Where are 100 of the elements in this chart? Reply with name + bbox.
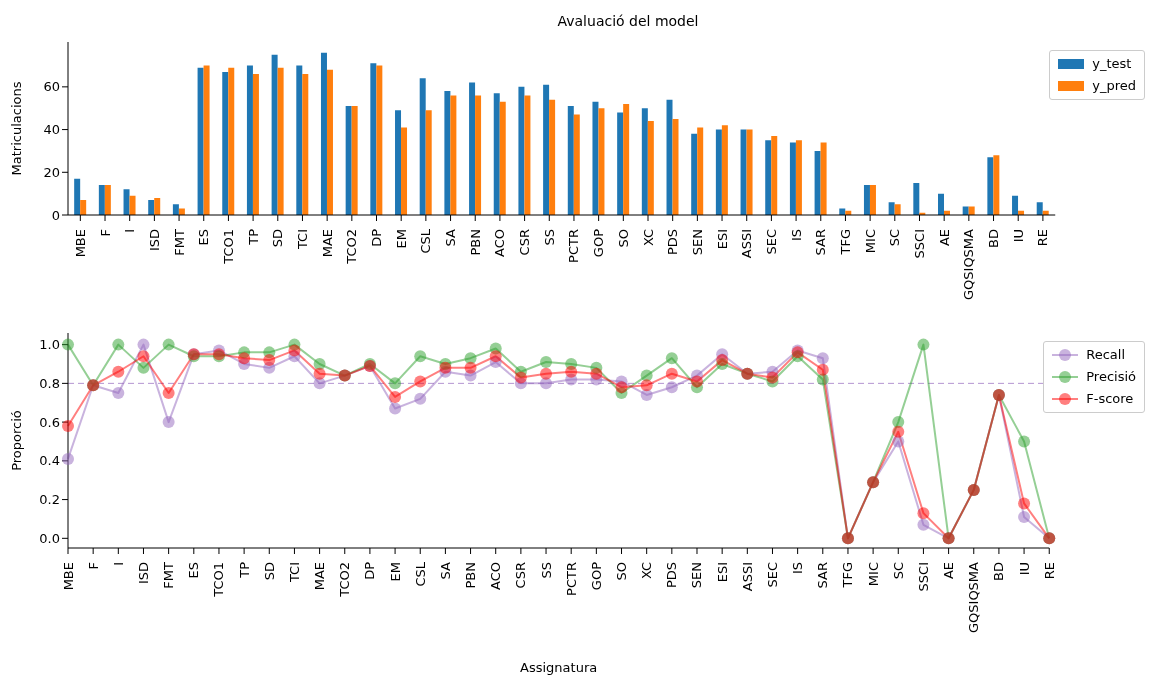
point xyxy=(590,367,603,380)
y-tick-label: 0.8 xyxy=(39,375,60,391)
x-tick-label: PDS xyxy=(664,562,680,589)
x-tick-label: RE xyxy=(1041,562,1057,580)
bar xyxy=(573,114,580,215)
point xyxy=(1018,497,1031,510)
bar xyxy=(98,185,105,215)
x-tick-label: SSCI xyxy=(911,229,927,259)
x-tick-label: TFG xyxy=(837,229,853,256)
x-tick-label: PDS xyxy=(665,229,681,256)
x-tick-label: IS xyxy=(790,562,806,575)
point xyxy=(389,377,402,390)
y-axis-title: Matriculacions xyxy=(8,81,24,176)
point xyxy=(766,371,779,384)
bar xyxy=(789,142,796,215)
x-tick-label: SS xyxy=(538,562,554,579)
x-tick-label: TCI xyxy=(294,229,310,251)
point xyxy=(238,352,251,365)
bar xyxy=(154,197,161,215)
bar xyxy=(296,65,303,215)
x-tick-label: ASSI xyxy=(739,229,755,259)
bar xyxy=(246,65,253,215)
bar xyxy=(567,106,574,215)
point xyxy=(137,338,150,351)
point xyxy=(263,354,276,367)
bar xyxy=(222,71,229,215)
bar xyxy=(450,95,457,215)
x-tick-label: I xyxy=(122,229,138,233)
bar xyxy=(277,67,284,215)
x-tick-label: ISD xyxy=(146,229,162,252)
legend-label: Precisió xyxy=(1086,368,1136,386)
x-tick-label: TCO2 xyxy=(337,562,353,598)
point xyxy=(389,390,402,403)
point xyxy=(414,392,427,405)
x-tick-label: MAE xyxy=(319,229,335,258)
bar xyxy=(549,99,556,215)
point xyxy=(62,419,74,432)
point xyxy=(162,416,175,429)
bar xyxy=(820,142,827,215)
bar xyxy=(203,65,210,215)
x-tick-label: SO xyxy=(615,229,631,248)
x-tick-label: MIC xyxy=(865,562,881,587)
point xyxy=(137,361,150,374)
bar xyxy=(913,182,920,215)
bar xyxy=(172,204,179,215)
bar xyxy=(419,78,426,215)
point xyxy=(565,365,578,378)
point xyxy=(489,350,502,363)
x-tick-label: SEN xyxy=(689,229,705,256)
bar xyxy=(469,82,476,215)
bar xyxy=(80,200,87,215)
y-tick-label: 0 xyxy=(51,207,60,223)
bar xyxy=(666,99,673,215)
x-tick-label: RE xyxy=(1035,229,1051,247)
bar xyxy=(993,155,1000,215)
y-tick-label: 60 xyxy=(43,79,60,95)
x-tick-label: I xyxy=(110,562,126,566)
x-tick-label: AE xyxy=(936,229,952,247)
bar xyxy=(197,67,204,215)
bar xyxy=(598,108,605,215)
legend-label: y_pred xyxy=(1092,77,1136,95)
x-tick-label: SA xyxy=(437,561,453,580)
bar xyxy=(252,74,259,215)
x-tick-label: PBN xyxy=(467,229,483,256)
bar xyxy=(771,135,778,215)
x-tick-label: GOP xyxy=(591,228,607,258)
bar xyxy=(376,65,383,215)
x-tick-label: SEC xyxy=(763,229,779,255)
bar xyxy=(475,95,482,215)
bar xyxy=(74,178,81,215)
bar xyxy=(444,91,451,215)
point xyxy=(665,352,678,365)
legend-label: F-score xyxy=(1086,390,1134,408)
x-tick-label: SAR xyxy=(815,562,831,589)
x-tick-label: MBE xyxy=(72,229,88,258)
y-tick-label: 20 xyxy=(43,164,60,180)
bar xyxy=(493,93,500,215)
point xyxy=(1018,511,1031,524)
x-tick-label: FMT xyxy=(171,228,187,256)
point xyxy=(691,375,703,388)
y-tick-label: 1.0 xyxy=(39,337,60,353)
bar xyxy=(641,108,648,215)
point xyxy=(640,379,653,392)
bar xyxy=(370,63,377,215)
bar xyxy=(148,200,155,215)
x-tick-label: GOP xyxy=(588,561,604,591)
bar xyxy=(938,193,944,215)
x-tick-label: TCO1 xyxy=(220,229,236,265)
bar xyxy=(987,157,994,215)
bar xyxy=(863,185,870,215)
x-tick-label: MAE xyxy=(312,562,328,591)
bar xyxy=(968,206,975,215)
bar xyxy=(518,86,525,215)
x-tick-label: SS xyxy=(541,229,557,246)
chart-title: Avaluació del model xyxy=(557,13,699,29)
bar xyxy=(1012,195,1019,215)
legend-label: Recall xyxy=(1086,346,1126,364)
x-tick-label: ES xyxy=(196,229,212,246)
x-tick-label: CSR xyxy=(517,229,533,256)
bar xyxy=(326,69,333,215)
